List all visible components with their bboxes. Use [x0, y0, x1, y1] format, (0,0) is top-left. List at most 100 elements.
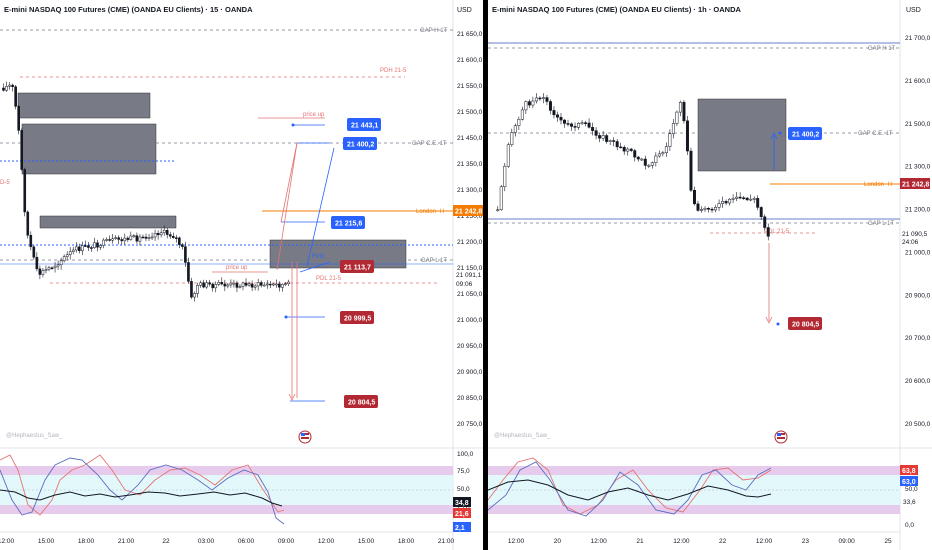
chart-canvas-1h[interactable]: GAP H 1T GAP C.E. 1T London -H GAP L 1T …: [488, 0, 932, 550]
candle-15m: [2, 87, 5, 91]
osc-line-red[interactable]: [0, 454, 285, 516]
osc-axis-15m-tick: 25,0: [457, 504, 470, 511]
osc-line-blue-1h[interactable]: [488, 461, 772, 517]
candle-15m: [278, 283, 281, 288]
price-up-annotation-2: price up: [226, 265, 248, 271]
candle-1h: [731, 198, 735, 200]
time-axis-15m-tick: 15:00: [358, 538, 375, 545]
candle-15m: [208, 282, 211, 285]
price-tag-21400-1h[interactable]: 21 400,2: [788, 127, 822, 140]
svg-text:20 804,5: 20 804,5: [348, 400, 375, 407]
price-tag-20804-1h[interactable]: 20 804,5: [788, 317, 822, 330]
candles-1h[interactable]: [496, 93, 770, 241]
candle-1h: [577, 123, 581, 128]
osc-line-main-1h[interactable]: [488, 479, 772, 501]
candle-15m: [262, 284, 266, 287]
candle-15m: [235, 282, 239, 288]
candle-15m: [196, 285, 199, 294]
candle-15m: [5, 86, 8, 91]
candle-15m: [68, 251, 72, 256]
candle-15m: [171, 235, 175, 238]
osc-tag-c-1h: 33,6: [903, 499, 916, 506]
svg-text:63,8: 63,8: [902, 468, 916, 475]
us-flag-icon-1h[interactable]: [774, 430, 788, 444]
pane-divider[interactable]: [483, 0, 488, 550]
candle-1h: [735, 196, 739, 199]
svg-text:20 804,5: 20 804,5: [792, 322, 819, 329]
candle-1h: [759, 207, 763, 217]
candle-1h: [678, 101, 682, 113]
candle-1h: [524, 101, 528, 111]
candle-15m: [108, 239, 111, 241]
price-axis-1h-tick: 20 900,0: [905, 292, 931, 299]
osc-line-red-1h[interactable]: [488, 457, 772, 515]
osc-tag-b-1h: 63,0: [900, 476, 918, 486]
chart-pane-1h[interactable]: GAP H 1T GAP C.E. 1T London -H GAP L 1T …: [488, 0, 932, 550]
candle-15m: [229, 282, 233, 286]
price-axis-15m-tick: 20 750,0: [457, 421, 483, 428]
price-axis-15m-tick: 21 600,0: [457, 57, 483, 64]
candle-1h: [682, 101, 686, 122]
supply-zone-2[interactable]: [21, 123, 157, 175]
fvg-zone-1[interactable]: [39, 215, 177, 229]
price-tag-21400[interactable]: 21 400,2: [343, 137, 377, 150]
time-axis-15m-tick: 06:00: [238, 538, 255, 545]
time-axis-1h[interactable]: 12:00 20 12:00 21 12:00 22 12:00 23 09:00 25: [508, 538, 892, 545]
candle-15m: [17, 106, 20, 131]
svg-text:21 113,7: 21 113,7: [344, 265, 371, 272]
price-tag-21443[interactable]: 21 443,1: [347, 118, 381, 131]
price-tag-21215[interactable]: 21 215,6: [331, 216, 365, 229]
svg-text:34,8: 34,8: [455, 500, 469, 507]
axis-last-price: 21 091,1: [456, 272, 482, 279]
price-tag-20999[interactable]: 20 999,5: [340, 311, 374, 324]
osc-line-blue[interactable]: [0, 457, 285, 525]
time-axis-15m[interactable]: 12:00 15:00 18:00 21:00 22 03:00 06:00 09:00 12:…: [0, 538, 455, 545]
price-up-annotation-1: price up: [303, 112, 325, 118]
supply-zone-1[interactable]: [17, 92, 151, 119]
candle-1h: [668, 133, 672, 147]
gap-ce-label-1h: GAP C.E. 1T: [858, 131, 893, 137]
candle-15m: [241, 282, 245, 287]
price-axis-1h[interactable]: 21 700,0 21 600,0 21 500,0 21 300,0 21 200,0…: [905, 35, 931, 428]
candle-1h: [531, 100, 535, 106]
candles-15m[interactable]: [2, 81, 290, 302]
svg-text:21 400,2: 21 400,2: [347, 142, 374, 149]
candle-1h: [766, 227, 770, 237]
osc-axis-1h-tick: 0,0: [905, 522, 914, 529]
price-axis-1h-tick: 21 300,0: [905, 164, 931, 171]
price-axis-15m[interactable]: 21 650,0 21 600,0 21 550,0 21 500,0 21 450,0…: [457, 31, 483, 428]
price-tag-21113[interactable]: 21 113,7: [340, 260, 374, 273]
candle-15m: [81, 245, 84, 252]
candle-15m: [62, 256, 66, 262]
candle-1h: [506, 144, 510, 167]
candle-1h: [717, 203, 721, 208]
candle-15m: [147, 237, 151, 239]
candle-15m: [150, 236, 154, 239]
axis-countdown-1h: 24:06: [902, 239, 919, 246]
chart-title-15m: E-mini NASDAQ 100 Futures (CME) (OANDA E…: [4, 5, 253, 14]
candle-15m: [135, 235, 139, 242]
price-tag-20804[interactable]: 20 804,5: [344, 395, 378, 408]
chart-pane-15m[interactable]: GAP H 1T PDH 21-5 GAP C.E. 1T D-5 London…: [0, 0, 483, 550]
supply-zone-1h[interactable]: [697, 98, 787, 172]
candle-15m: [84, 245, 87, 247]
chart-canvas-15m[interactable]: GAP H 1T PDH 21-5 GAP C.E. 1T D-5 London…: [0, 0, 483, 550]
price-axis-15m-tick: 21 000,0: [457, 317, 483, 324]
candle-1h: [496, 209, 500, 211]
candle-15m: [265, 283, 269, 286]
osc-line-main[interactable]: [0, 489, 283, 507]
fvg-annotation: FVG: [312, 254, 325, 260]
candle-1h: [622, 147, 626, 152]
candle-15m: [187, 262, 190, 282]
us-flag-icon[interactable]: [298, 430, 312, 444]
candle-15m: [256, 282, 260, 287]
candle-15m: [193, 293, 196, 298]
candle-15m: [226, 284, 230, 287]
candle-1h: [671, 123, 675, 135]
price-axis-15m-tick: 21 450,0: [457, 135, 483, 142]
candle-15m: [120, 239, 124, 242]
candle-15m: [111, 238, 114, 241]
candle-15m: [41, 270, 45, 275]
price-axis-1h-tick: 21 700,0: [905, 35, 931, 42]
candle-1h: [710, 208, 714, 211]
